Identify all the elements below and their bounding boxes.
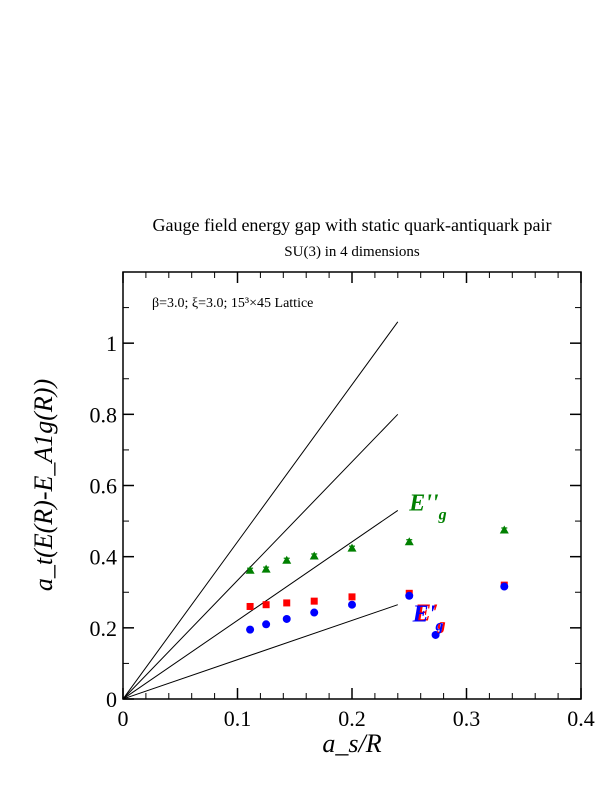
data-point-triangle — [282, 555, 292, 564]
data-point-triangle — [261, 564, 271, 573]
data-point-circle — [262, 620, 271, 629]
reference-line-3 — [122, 604, 398, 700]
chart-title: Gauge field energy gap with static quark… — [152, 215, 551, 235]
data-point-square — [283, 599, 291, 607]
y-tick-label: 0.2 — [90, 616, 118, 641]
curve-label-2: E'g — [412, 601, 444, 634]
reference-line-0 — [122, 321, 399, 700]
curve-label-1: E'g — [414, 601, 446, 634]
axis-ticks — [122, 272, 582, 700]
y-tick-label: 0.6 — [90, 474, 118, 499]
curve-label-0: E''g — [408, 490, 446, 523]
data-point-circle — [310, 608, 319, 617]
data-point-circle — [246, 625, 255, 634]
chart-subtitle: SU(3) in 4 dimensions — [284, 244, 420, 260]
reference-line-2 — [122, 509, 399, 700]
data-point-circle — [405, 591, 414, 600]
data-point-circle — [500, 582, 509, 591]
data-point-triangle — [499, 525, 509, 534]
x-axis-label: a_s/R — [322, 729, 381, 758]
data-point-triangle — [404, 537, 414, 546]
data-point-triangle — [245, 565, 255, 574]
data-point-square — [246, 602, 254, 610]
data-point-circle — [282, 614, 291, 623]
data-point-triangle — [309, 551, 319, 560]
reference-lines — [122, 321, 399, 700]
curve-labels: E''gE'gE'g — [408, 490, 446, 634]
tick-labels: 0 0.1 0.2 0.3 0.4 0 0.2 0.4 0.6 0.8 1 — [90, 331, 595, 731]
data-point-square — [310, 597, 318, 605]
plot-frame — [122, 271, 582, 700]
lattice-annotation: β=3.0; ξ=3.0; 15³×45 Lattice — [152, 296, 313, 311]
x-tick-label: 0.2 — [338, 706, 366, 731]
x-tick-label: 0 — [118, 706, 129, 731]
reference-line-1 — [122, 413, 399, 700]
y-tick-label: 0.8 — [90, 402, 118, 427]
data-point-square — [348, 593, 356, 601]
x-tick-label: 0.1 — [224, 706, 252, 731]
data-point-triangle — [347, 543, 357, 552]
y-axis-label: a_t(E(R)-E_A1g(R)) — [29, 379, 58, 591]
data-point-circle — [348, 600, 356, 609]
x-tick-label: 0.4 — [567, 706, 595, 731]
y-tick-label: 1 — [106, 331, 117, 356]
x-tick-label: 0.3 — [453, 706, 481, 731]
y-tick-label: 0 — [106, 687, 117, 712]
data-point-square — [262, 601, 270, 609]
data-points — [245, 525, 509, 639]
data-point-circle — [431, 630, 440, 639]
y-tick-label: 0.4 — [90, 545, 118, 570]
